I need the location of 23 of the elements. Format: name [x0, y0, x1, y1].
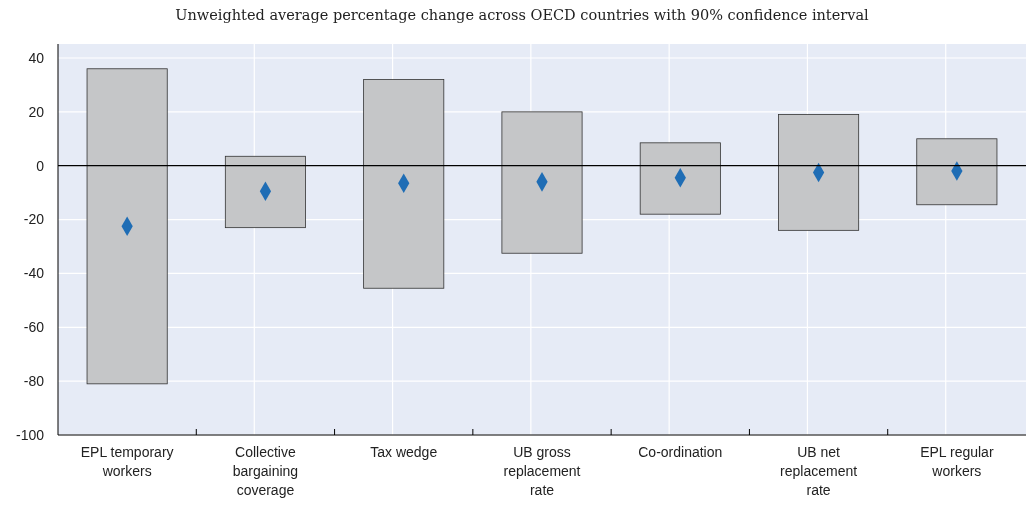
- y-tick-label: 40: [28, 49, 45, 66]
- bar: [501, 111, 583, 254]
- bar: [224, 155, 306, 229]
- y-tick-label: -40: [23, 265, 45, 282]
- chart-title: Unweighted average percentage change across OECD countries with 90% confidence interval: [175, 7, 870, 23]
- bar: [639, 142, 721, 215]
- y-tick-label: 20: [28, 103, 45, 120]
- x-tick-label: EPL temporary workers: [80, 444, 174, 479]
- x-tick-label: Collective bargaining coverage: [232, 444, 299, 498]
- bar: [778, 114, 860, 231]
- y-tick-label: -100: [15, 426, 45, 443]
- bar: [86, 68, 168, 385]
- y-tick-label: -60: [23, 319, 45, 336]
- x-tick-label: Co-ordination: [638, 444, 723, 460]
- x-tick-label: UB net replacement rate: [780, 444, 858, 498]
- y-tick-label: -20: [23, 211, 45, 228]
- y-tick-label: -80: [23, 373, 45, 390]
- y-tick-label: 0: [36, 157, 45, 174]
- x-tick-label: UB gross replacement rate: [503, 444, 581, 498]
- bar: [916, 138, 998, 206]
- bar: [363, 79, 445, 289]
- x-tick-label: Tax wedge: [370, 444, 438, 460]
- x-tick-label: EPL regular workers: [920, 444, 994, 479]
